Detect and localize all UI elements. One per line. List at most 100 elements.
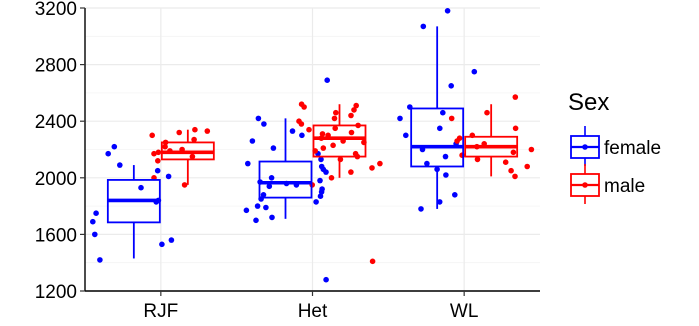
data-point-female [266, 183, 273, 190]
data-point-male [191, 136, 197, 143]
data-point-female [443, 172, 449, 178]
data-point-female [97, 257, 103, 263]
data-point-male [348, 169, 354, 175]
x-tick-label: RJF [143, 301, 178, 322]
data-point-male [510, 149, 517, 156]
data-point-male [474, 156, 481, 163]
data-point-male [352, 150, 359, 157]
data-point-female [92, 231, 98, 238]
box-iqr [410, 107, 465, 168]
data-point-male [512, 94, 519, 100]
data-point-female [245, 160, 251, 167]
data-point-female [268, 175, 275, 181]
legend: Sex female male [568, 89, 661, 204]
y-tick-label: 3200 [35, 0, 77, 20]
legend-item-female: female [570, 126, 661, 166]
data-point-male [348, 129, 355, 136]
data-point-male [330, 142, 336, 149]
data-point-female [318, 156, 324, 163]
data-point-male [155, 149, 162, 156]
data-point-male [524, 163, 530, 170]
legend-label-female: female [604, 138, 661, 159]
box-male-Het [312, 104, 367, 178]
box-female-WL [410, 26, 465, 209]
data-point-female [424, 160, 430, 167]
box-iqr [312, 124, 367, 158]
data-point-female [159, 241, 165, 248]
data-point-male [456, 135, 463, 141]
data-point-female [111, 143, 118, 150]
data-point-male [176, 129, 182, 136]
data-point-female [317, 177, 323, 184]
data-point-female [249, 138, 256, 144]
data-point-male [296, 118, 302, 124]
data-point-female [442, 153, 449, 160]
data-point-female [138, 184, 144, 191]
legend-key-point [582, 144, 588, 150]
data-point-male [328, 175, 335, 181]
data-point-female [318, 163, 325, 170]
legend-item-male: male [570, 164, 645, 204]
data-point-male [333, 109, 339, 116]
data-point-male [448, 115, 455, 122]
box-plots [106, 26, 519, 259]
data-point-female [117, 162, 123, 168]
y-tick-label: 1200 [35, 282, 77, 303]
data-point-female [397, 115, 403, 122]
box-male-WL [464, 104, 519, 177]
data-point-female [437, 125, 443, 132]
box-female-Het [258, 118, 313, 219]
data-point-male [306, 126, 312, 133]
data-point-female [261, 121, 267, 127]
data-point-female [323, 276, 329, 283]
data-point-female [165, 173, 172, 180]
y-tick-label: 1600 [35, 225, 77, 246]
data-point-female [105, 150, 111, 157]
data-point-female [448, 83, 455, 89]
data-point-male [298, 101, 305, 107]
data-point-female [243, 207, 250, 214]
data-point-male [155, 158, 161, 164]
data-point-female [269, 214, 275, 221]
data-point-female [260, 192, 267, 198]
data-point-male [508, 167, 514, 174]
data-point-male [502, 159, 509, 165]
y-tick-label: 2000 [35, 169, 77, 190]
data-point-female [452, 192, 458, 198]
data-point-female [270, 145, 277, 151]
data-point-female [253, 217, 259, 224]
data-point-female [440, 109, 446, 116]
data-point-male [149, 132, 155, 139]
data-point-male [181, 182, 188, 188]
data-point-male [192, 126, 198, 133]
data-point-male [162, 143, 168, 150]
box-male-RJF [160, 129, 215, 185]
data-point-female [436, 199, 443, 205]
data-point-male [320, 145, 327, 151]
data-point-female [319, 186, 325, 192]
data-point-male [512, 125, 519, 132]
box-iqr [258, 160, 313, 199]
data-point-female [168, 237, 175, 243]
box-female-RJF [106, 165, 161, 259]
grid-lines [85, 7, 540, 292]
data-point-female [289, 128, 296, 134]
data-point-female [254, 203, 261, 209]
data-point-male [512, 173, 518, 180]
axes: 1200 1600 2000 2400 2800 3200 RJF Het WL [35, 0, 540, 322]
data-point-male [369, 258, 376, 265]
legend-label-male: male [604, 176, 645, 197]
data-point-female [324, 77, 331, 83]
data-point-male [377, 160, 383, 167]
data-point-female [444, 8, 451, 14]
data-point-male [331, 115, 338, 122]
data-point-female [154, 167, 161, 174]
data-point-male [348, 112, 354, 119]
data-point-male [353, 102, 360, 109]
data-point-male [528, 146, 535, 153]
legend-key-point [582, 182, 588, 188]
y-tick-label: 2400 [35, 112, 77, 133]
x-tick-label: Het [298, 301, 328, 322]
data-point-female [420, 23, 427, 30]
